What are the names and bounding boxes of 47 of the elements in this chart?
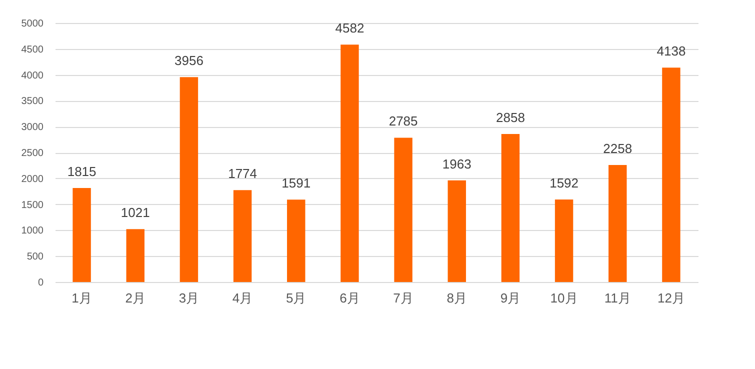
- bar: [662, 68, 680, 282]
- bar: [72, 188, 91, 282]
- x-tick-label: 2月: [125, 290, 146, 306]
- data-label: 1774: [228, 166, 258, 182]
- bar: [180, 77, 198, 282]
- x-tick-label: 11月: [604, 290, 631, 306]
- x-tick-label: 12月: [657, 290, 685, 306]
- x-tick-label: 6月: [340, 290, 360, 306]
- bar: [608, 165, 627, 282]
- y-tick-label: 2500: [21, 148, 44, 159]
- data-label: 2785: [388, 114, 418, 129]
- data-label: 3956: [174, 53, 204, 68]
- data-label: 1963: [442, 156, 472, 172]
- x-tick-label: 9月: [500, 290, 521, 306]
- y-tick-label: 500: [26, 252, 44, 263]
- data-label: 1592: [550, 176, 579, 191]
- data-label: 1815: [67, 164, 96, 179]
- x-tick-label: 1月: [72, 290, 92, 306]
- y-tick-label: 3000: [21, 122, 44, 134]
- bar: [340, 44, 359, 282]
- x-tick-label: 5月: [286, 290, 306, 306]
- y-tick-label: 4500: [21, 44, 44, 56]
- x-tick-label: 3月: [178, 290, 200, 306]
- bar: [126, 229, 144, 282]
- data-label: 4138: [656, 44, 686, 59]
- data-label: 2258: [603, 141, 632, 156]
- y-tick-label: 5000: [21, 18, 44, 30]
- bar: [287, 200, 306, 282]
- data-label: 4582: [335, 20, 364, 36]
- y-tick-label: 4000: [21, 70, 44, 82]
- y-tick-label: 1000: [21, 226, 44, 237]
- data-label: 1021: [120, 205, 150, 220]
- bar: [501, 134, 520, 282]
- y-tick-label: 2000: [21, 174, 44, 185]
- data-label: 1591: [282, 176, 311, 191]
- y-tick-label: 1500: [21, 200, 44, 211]
- bar: [554, 200, 574, 282]
- bar: [394, 138, 412, 282]
- bar: [233, 190, 252, 282]
- y-tick-label: 3500: [21, 96, 44, 108]
- x-tick-label: 4月: [232, 290, 253, 306]
- x-tick-label: 7月: [393, 290, 414, 306]
- x-tick-label: 10月: [550, 290, 578, 306]
- bar: [448, 180, 466, 282]
- x-tick-label: 8月: [446, 290, 467, 306]
- data-label: 2858: [496, 110, 525, 125]
- y-tick-label: 0: [38, 278, 44, 288]
